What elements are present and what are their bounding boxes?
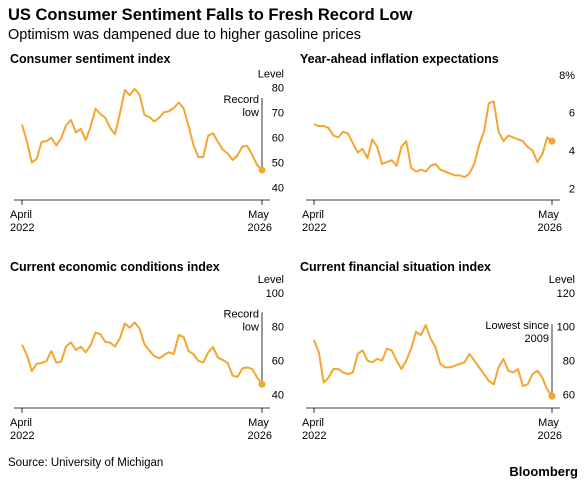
data-line (21, 88, 263, 171)
x-tick-label: May 2026 (538, 209, 562, 234)
x-tick-label: May 2026 (538, 417, 562, 442)
y-tick-label: 2 (569, 184, 575, 196)
y-tick-label: 120 (557, 288, 575, 300)
x-tick-label: May 2026 (248, 417, 272, 442)
last-point (548, 392, 556, 400)
panel-title: Consumer sentiment index (10, 52, 170, 66)
y-tick-label: 100 (557, 322, 575, 334)
x-tick-label: April 2022 (302, 209, 327, 234)
annotation: low (242, 107, 259, 119)
y-tick-label: 40 (272, 183, 284, 195)
panel-title: Current financial situation index (300, 260, 491, 274)
y-tick-label: 80 (272, 83, 284, 95)
title: US Consumer Sentiment Falls to Fresh Rec… (8, 6, 412, 24)
x-tick-label: April 2022 (302, 417, 327, 442)
y-tick-label: 40 (272, 389, 284, 401)
y-tick-label: 80 (272, 322, 284, 334)
x-tick-label: April 2022 (10, 417, 35, 442)
y-axis-label: Level (549, 274, 575, 286)
y-tick-label: 60 (272, 356, 284, 368)
y-tick-label: 6 (569, 108, 575, 120)
last-point (548, 137, 556, 145)
data-line (313, 100, 553, 179)
annotation: 2009 (525, 333, 549, 345)
y-axis-label: Level (258, 274, 284, 286)
y-tick-label: 8% (559, 70, 575, 82)
subtitle: Optimism was dampened due to higher gaso… (8, 27, 361, 43)
data-line (21, 321, 263, 385)
y-tick-label: 70 (272, 108, 284, 120)
x-tick-label: April 2022 (10, 209, 35, 234)
y-tick-label: 60 (563, 389, 575, 401)
last-point (258, 380, 266, 388)
y-tick-label: 50 (272, 158, 284, 170)
last-point (258, 166, 266, 174)
brand: Bloomberg (509, 464, 578, 479)
annotation: Lowest since (485, 320, 549, 332)
annotation: low (242, 321, 259, 333)
annotation: Record (224, 308, 259, 320)
y-tick-label: 80 (563, 356, 575, 368)
panel-title: Year-ahead inflation expectations (300, 52, 499, 66)
y-axis-label: Level (258, 69, 284, 81)
x-tick-label: May 2026 (248, 209, 272, 234)
y-tick-label: 100 (266, 288, 284, 300)
panel-title: Current economic conditions index (10, 260, 220, 274)
data-line (313, 324, 553, 397)
source: Source: University of Michigan (8, 457, 163, 469)
annotation: Record (224, 94, 259, 106)
y-tick-label: 60 (272, 133, 284, 145)
y-tick-label: 4 (569, 146, 575, 158)
